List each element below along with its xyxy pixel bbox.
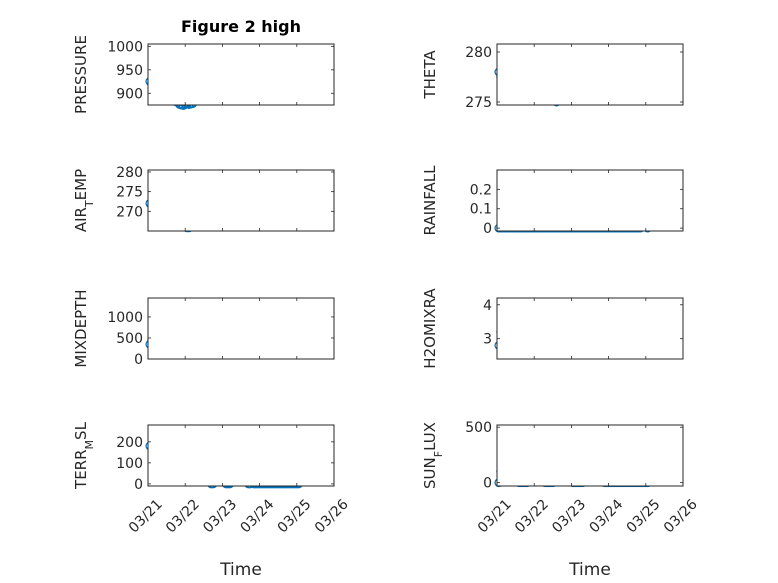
y-axis-label-subscript: F <box>432 451 445 457</box>
y-axis-label: H2OMIXRA <box>421 288 439 369</box>
y-axis-label-subscript: M <box>83 440 96 450</box>
y-axis-label-part: SL <box>72 421 90 440</box>
y-tick-label: 500 <box>116 331 143 347</box>
x-tick-label: 03/24 <box>586 496 626 536</box>
y-axis-label: MIXDEPTH <box>72 289 90 367</box>
y-axis-label: RAINFALL <box>421 165 439 236</box>
y-tick-label: 4 <box>483 298 492 314</box>
y-tick-label: 270 <box>116 204 143 220</box>
x-tick-label: 03/21 <box>126 496 166 536</box>
x-tick-label: 03/26 <box>661 496 701 536</box>
subplot-theta: 275 280 THETA <box>421 43 684 111</box>
x-tick-label: 03/24 <box>237 496 277 536</box>
axes-box <box>496 424 684 487</box>
x-axis-label: Time <box>568 560 611 580</box>
axes-box <box>147 297 335 360</box>
y-tick-label: 0 <box>483 221 492 237</box>
y-axis-label: AIRTEMP <box>72 169 96 232</box>
y-axis-label: THETA <box>421 50 439 100</box>
axes-box <box>147 43 335 106</box>
y-axis-label: TERRMSL <box>72 421 96 490</box>
y-axis-label: PRESSURE <box>72 35 90 114</box>
x-tick-label: 03/21 <box>475 496 515 536</box>
subplot-mixdepth: 0 500 1000 MIXDEPTH <box>72 289 335 368</box>
chart-title: Figure 2 high <box>181 17 301 36</box>
y-tick-label: 500 <box>465 420 492 436</box>
subplot-rainfall: 0 0.1 0.2 RAINFALL <box>421 165 684 237</box>
y-tick-label: 275 <box>465 95 492 111</box>
y-axis-label-part: EMP <box>72 169 90 200</box>
y-tick-label: 1000 <box>107 310 143 326</box>
y-tick-label: 0 <box>134 477 143 493</box>
y-axis-label-part: LUX <box>421 422 439 451</box>
y-axis-label-part: AIR <box>72 207 90 232</box>
y-tick-label: 0.2 <box>470 182 492 198</box>
y-tick-label: 280 <box>116 165 143 181</box>
y-tick-label: 0.1 <box>470 202 492 218</box>
y-tick-label: 0 <box>134 352 143 368</box>
y-tick-label: 280 <box>465 45 492 61</box>
y-tick-label: 3 <box>483 332 492 348</box>
x-tick-label: 03/25 <box>275 496 315 536</box>
y-tick-label: 0 <box>483 476 492 492</box>
subplot-pressure: 900 950 1000 PRESSURE Figure 2 high <box>72 17 335 114</box>
axes-box <box>496 43 684 106</box>
y-tick-label: 275 <box>116 185 143 201</box>
y-axis-label-part: SUN <box>421 457 439 489</box>
x-tick-label: 03/22 <box>512 496 552 536</box>
axes-box <box>147 169 335 232</box>
y-tick-label: 1000 <box>107 39 143 55</box>
x-tick-label: 03/26 <box>312 496 352 536</box>
axes-box <box>496 169 684 232</box>
x-tick-label: 03/23 <box>200 496 240 536</box>
y-tick-label: 200 <box>116 435 143 451</box>
y-tick-label: 900 <box>116 86 143 102</box>
y-axis-label-part: TERR <box>72 449 90 490</box>
y-tick-label: 950 <box>116 63 143 79</box>
y-axis-label-subscript: T <box>83 200 96 208</box>
axes-box <box>147 424 335 487</box>
y-axis-label: SUNFLUX <box>421 422 445 489</box>
y-tick-label: 100 <box>116 456 143 472</box>
x-tick-label: 03/25 <box>624 496 664 536</box>
x-tick-label: 03/23 <box>549 496 589 536</box>
subplot-air-temp: 270 275 280 AIRTEMP <box>72 165 335 233</box>
x-tick-label: 03/22 <box>163 496 203 536</box>
axes-box <box>496 297 684 360</box>
subplot-h2omixra: 3 4 H2OMIXRA <box>421 288 684 369</box>
x-axis-label: Time <box>219 560 262 580</box>
